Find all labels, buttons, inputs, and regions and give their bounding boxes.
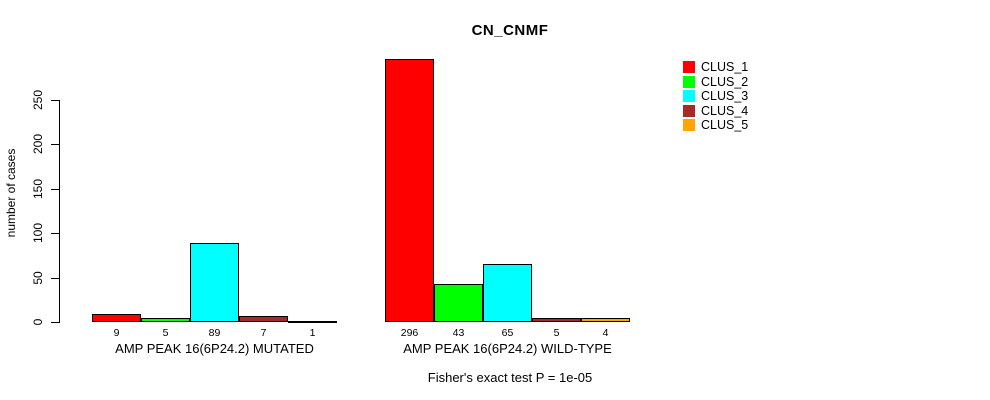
y-axis-tick-label: 250 (31, 89, 45, 111)
x-axis-group-label: AMP PEAK 16(6P24.2) WILD-TYPE (403, 341, 612, 356)
legend-label: CLUS_4 (701, 103, 749, 118)
y-axis (59, 100, 60, 323)
fisher-test-annotation: Fisher's exact test P = 1e-05 (427, 370, 593, 385)
y-axis-tick (51, 189, 59, 190)
legend-item-clus_5: CLUS_5 (683, 119, 748, 132)
bar-value-label: 43 (452, 327, 465, 339)
legend-swatch-clus_3 (683, 90, 695, 103)
x-axis-group-label: AMP PEAK 16(6P24.2) MUTATED (115, 341, 314, 356)
y-axis-tick-label: 100 (31, 222, 45, 244)
bar-value-label: 5 (162, 327, 169, 339)
bar-clus_5-group1 (288, 321, 337, 323)
bar-clus_1-group2 (385, 59, 434, 322)
y-axis-tick-label: 200 (31, 133, 45, 155)
legend-item-clus_4: CLUS_4 (683, 103, 749, 118)
legend-item-clus_2: CLUS_2 (683, 74, 749, 89)
y-axis-tick-label: 150 (31, 178, 45, 200)
bar-clus_4-group1 (239, 316, 288, 322)
y-axis-tick (51, 278, 59, 279)
bar-clus_2-group2 (434, 284, 483, 322)
bar-clus_3-group1 (190, 243, 239, 322)
legend: CLUS_1 CLUS_2 CLUS_3 CLUS_4 CLUS_5 (683, 61, 748, 134)
bar-value-label: 89 (208, 327, 221, 339)
chart-title: CN_CNMF (471, 22, 549, 39)
legend-item-clus_3: CLUS_3 (683, 90, 748, 103)
legend-label: CLUS_3 (701, 89, 749, 104)
y-axis-tick (51, 144, 59, 145)
bar-value-label: 1 (309, 327, 316, 339)
bar-value-label: 7 (260, 327, 267, 339)
legend-swatch-clus_5 (683, 119, 695, 132)
y-axis-tick (51, 100, 59, 101)
bar-clus_5-group2 (581, 318, 630, 322)
bar-clus_2-group1 (141, 318, 190, 322)
y-axis-tick-label: 50 (31, 271, 45, 285)
legend-label: CLUS_2 (701, 74, 749, 89)
y-axis-label: number of cases (4, 148, 18, 238)
y-axis-tick (51, 233, 59, 234)
y-axis-tick (51, 322, 59, 323)
bar-value-label: 4 (602, 327, 609, 339)
bar-clus_4-group2 (532, 318, 581, 322)
legend-swatch-clus_2 (683, 75, 695, 88)
bar-clus_3-group2 (483, 264, 532, 322)
legend-swatch-clus_1 (683, 61, 695, 74)
y-axis-tick-label: 0 (31, 318, 45, 326)
bar-clus_1-group1 (92, 314, 141, 322)
bar-value-label: 9 (113, 327, 120, 339)
legend-label: CLUS_5 (701, 118, 749, 133)
bar-value-label: 5 (553, 327, 560, 339)
bar-value-label: 296 (400, 327, 419, 339)
bar-value-label: 65 (501, 327, 514, 339)
legend-label: CLUS_1 (701, 60, 749, 75)
legend-item-clus_1: CLUS_1 (683, 61, 748, 74)
legend-swatch-clus_4 (683, 104, 695, 117)
